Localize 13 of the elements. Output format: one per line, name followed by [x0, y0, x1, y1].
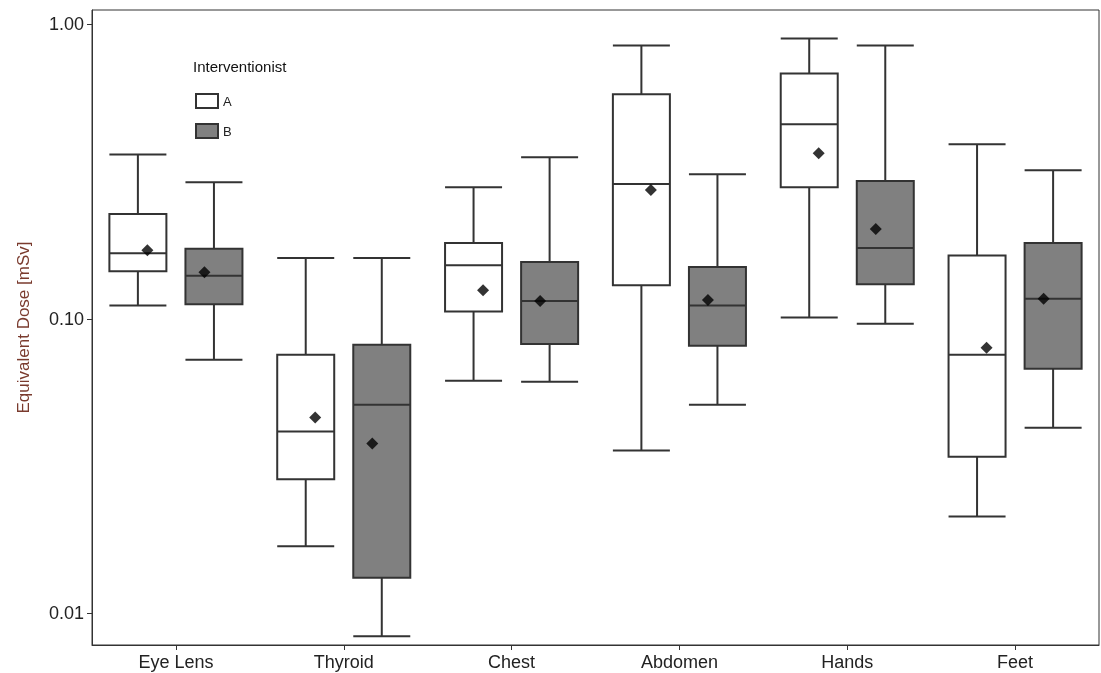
y-tick-label: 0.01 — [48, 603, 84, 624]
x-tick-label: Thyroid — [313, 652, 374, 672]
y-tick-label: 0.10 — [48, 308, 84, 329]
y-axis-title: Equivalent Dose [mSv] — [14, 241, 33, 414]
legend-title: Interventionist — [193, 58, 288, 75]
x-tick-label: Hands — [821, 652, 874, 672]
x-tick-label: Abdomen — [640, 652, 718, 672]
x-tick-label: Chest — [488, 652, 536, 672]
legend-label: B — [223, 123, 232, 139]
y-tick-label: 1.00 — [48, 14, 84, 35]
x-tick-label: Eye Lens — [138, 652, 214, 672]
x-tick-label: Feet — [997, 652, 1034, 672]
legend-label: A — [223, 93, 232, 109]
